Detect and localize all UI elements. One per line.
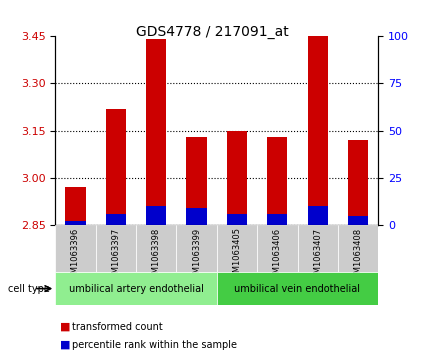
FancyBboxPatch shape [55,272,217,305]
Bar [348,216,368,225]
Text: GSM1063407: GSM1063407 [313,227,322,284]
FancyBboxPatch shape [217,272,378,305]
Text: GSM1063399: GSM1063399 [192,227,201,284]
Bar [308,206,328,225]
Text: umbilical artery endothelial: umbilical artery endothelial [68,284,204,294]
Text: ■: ■ [60,340,70,350]
FancyBboxPatch shape [338,225,378,272]
Text: GSM1063396: GSM1063396 [71,227,80,284]
Bar [227,131,247,225]
Bar [65,221,85,225]
Bar [308,36,328,225]
Bar [187,208,207,225]
FancyBboxPatch shape [217,225,257,272]
Bar [146,40,166,225]
Bar [65,187,85,225]
Bar [348,140,368,225]
FancyBboxPatch shape [298,225,338,272]
Text: GSM1063406: GSM1063406 [273,227,282,284]
Text: transformed count: transformed count [72,322,163,332]
FancyBboxPatch shape [96,225,136,272]
Text: GSM1063405: GSM1063405 [232,227,241,284]
Bar [187,137,207,225]
Text: GSM1063408: GSM1063408 [354,227,363,284]
Text: ■: ■ [60,322,70,332]
Text: percentile rank within the sample: percentile rank within the sample [72,340,237,350]
FancyBboxPatch shape [257,225,298,272]
Bar [146,206,166,225]
FancyBboxPatch shape [176,225,217,272]
FancyBboxPatch shape [55,225,96,272]
Bar [106,214,126,225]
Text: GSM1063398: GSM1063398 [152,227,161,284]
Text: GDS4778 / 217091_at: GDS4778 / 217091_at [136,25,289,40]
Bar [227,214,247,225]
Text: cell type: cell type [8,284,51,294]
Text: umbilical vein endothelial: umbilical vein endothelial [235,284,360,294]
Bar [106,109,126,225]
Bar [267,137,287,225]
FancyBboxPatch shape [136,225,176,272]
Text: GSM1063397: GSM1063397 [111,227,120,284]
Bar [267,214,287,225]
